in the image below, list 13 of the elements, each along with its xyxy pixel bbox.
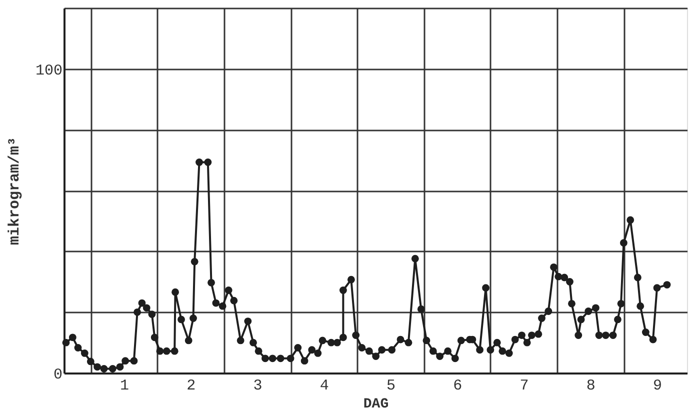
x-tick-label: 8 (586, 378, 596, 394)
y-axis-title: mikrogram/m³ (6, 136, 24, 246)
x-tick-label: 1 (120, 378, 129, 394)
x-tick-label: 9 (653, 378, 662, 394)
x-tick-label: 3 (253, 378, 262, 394)
x-tick-label: 4 (320, 378, 329, 394)
x-tick-label: 2 (186, 378, 196, 394)
x-axis-title: DAG (363, 396, 389, 412)
y-tick-label: 0 (53, 366, 62, 384)
y-tick-label: 100 (35, 62, 62, 80)
x-tick-label: 6 (453, 378, 462, 394)
x-tick-label: 7 (520, 378, 529, 394)
x-tick-label: 5 (386, 378, 396, 394)
